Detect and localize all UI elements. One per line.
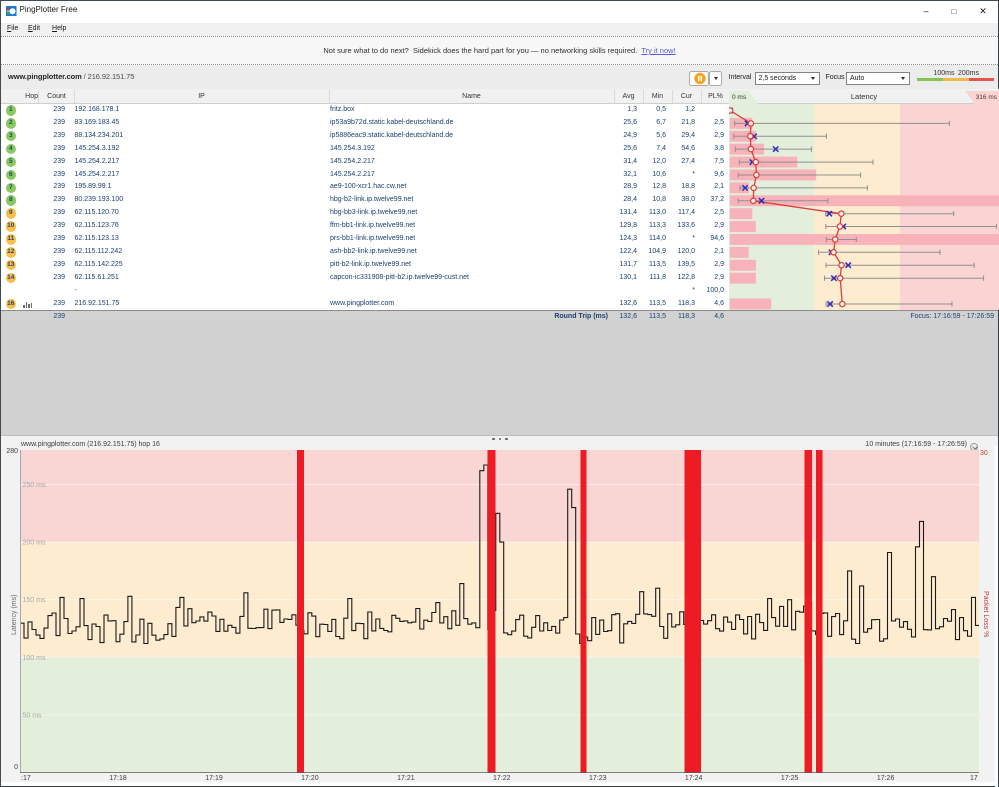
svg-text:100 ms: 100 ms xyxy=(22,654,45,661)
svg-text:150 ms: 150 ms xyxy=(22,597,45,604)
svg-text:50 ms: 50 ms xyxy=(22,712,42,719)
svg-text:200 ms: 200 ms xyxy=(22,539,45,546)
svg-text:250 ms: 250 ms xyxy=(22,482,45,489)
